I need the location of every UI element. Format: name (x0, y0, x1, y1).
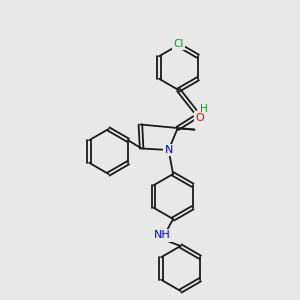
Text: N: N (164, 145, 173, 155)
Text: NH: NH (154, 230, 171, 241)
Text: H: H (200, 104, 207, 115)
Text: Cl: Cl (173, 39, 184, 49)
Text: O: O (195, 113, 204, 123)
